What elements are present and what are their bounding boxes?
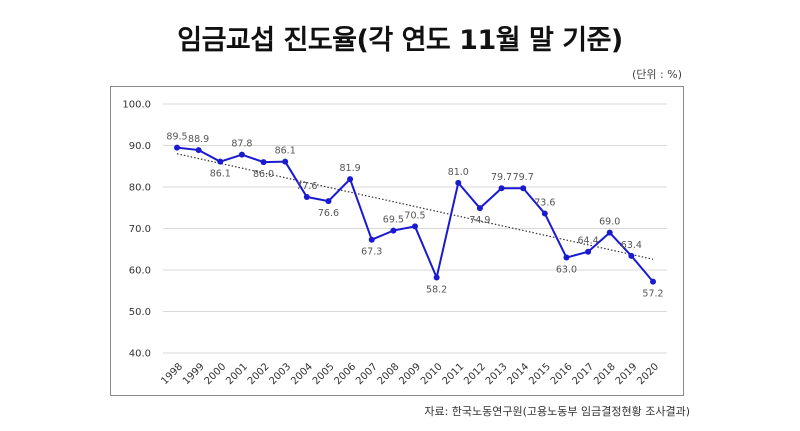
trendline	[176, 153, 654, 260]
data-label: 69.5	[383, 215, 404, 226]
x-tick-label: 2009	[397, 361, 423, 387]
data-point	[585, 248, 592, 255]
trendline-group	[176, 153, 654, 260]
x-tick-label: 2017	[570, 361, 596, 387]
data-point	[347, 176, 354, 183]
data-point	[325, 198, 332, 205]
data-point	[433, 274, 440, 281]
x-tick-label: 2020	[635, 361, 661, 387]
data-point	[498, 185, 505, 192]
data-label: 63.4	[621, 240, 642, 251]
data-point	[390, 227, 397, 234]
data-point	[650, 278, 656, 285]
data-label: 79.7	[513, 172, 534, 183]
y-tick-label: 100.0	[122, 100, 151, 111]
data-label: 73.6	[534, 198, 555, 209]
data-point	[628, 252, 635, 259]
x-tick-label: 2018	[592, 361, 618, 387]
data-label: 87.8	[231, 139, 252, 150]
data-label: 86.0	[253, 169, 274, 180]
data-label: 63.0	[556, 265, 577, 276]
x-tick-label: 2001	[224, 361, 250, 387]
x-tick-label: 1998	[159, 361, 185, 387]
y-tick-label: 80.0	[129, 183, 151, 194]
y-tick-label: 60.0	[129, 266, 151, 277]
x-axis-ticks: 1998199920002001200220032004200520062007…	[159, 361, 661, 387]
y-tick-label: 90.0	[129, 141, 151, 152]
gridlines	[163, 103, 667, 354]
series-group	[174, 144, 656, 285]
chart-title: 임금교섭 진도율(각 연도 11월 말 기준)	[177, 25, 623, 56]
data-point	[563, 254, 570, 261]
data-point	[238, 151, 245, 158]
data-label: 57.2	[642, 289, 663, 300]
chart-frame: 40.0 50.0 60.0 70.0 80.0 90.0 100.0 1998 1999 20…	[110, 86, 684, 396]
x-tick-label: 2002	[246, 361, 272, 387]
data-point	[541, 210, 548, 217]
data-point	[368, 236, 375, 243]
data-label: 74.9	[469, 215, 490, 226]
x-tick-label: 2013	[484, 361, 510, 387]
data-label: 86.1	[275, 146, 296, 157]
x-tick-label: 2014	[506, 361, 532, 387]
data-label: 76.6	[318, 208, 339, 219]
data-point	[412, 223, 418, 230]
x-tick-label: 2012	[462, 361, 488, 387]
data-point	[455, 179, 462, 186]
data-point	[174, 144, 180, 151]
data-point	[260, 159, 267, 166]
x-tick-label: 2019	[614, 361, 640, 387]
data-point	[476, 205, 483, 212]
data-label: 64.4	[578, 236, 599, 247]
x-tick-label: 2008	[376, 361, 402, 387]
data-point	[195, 147, 202, 154]
x-tick-label: 2005	[311, 361, 337, 387]
x-tick-label: 2006	[332, 361, 358, 387]
y-tick-label: 70.0	[129, 224, 151, 235]
data-label: 67.3	[361, 247, 382, 258]
x-tick-label: 2015	[527, 361, 553, 387]
y-tick-label: 50.0	[129, 307, 151, 318]
data-label: 88.9	[188, 134, 209, 145]
x-tick-label: 2011	[441, 361, 467, 387]
source-note: 자료: 한국노동연구원(고용노동부 임금결정현황 조사결과)	[424, 405, 690, 418]
data-label: 69.0	[599, 217, 620, 228]
data-label: 58.2	[426, 284, 447, 295]
data-label: 77.6	[296, 181, 317, 192]
data-labels: 89.5 88.9 86.1 87.8 86.0 86.1 77.6 76.6 81.9 67.3…	[166, 132, 663, 300]
x-tick-label: 2003	[268, 361, 294, 387]
data-point	[217, 158, 224, 165]
y-tick-label: 40.0	[129, 349, 151, 360]
unit-label: (단위 : %)	[632, 68, 682, 81]
data-label: 70.5	[404, 210, 425, 221]
data-label: 89.5	[166, 132, 187, 143]
data-label: 81.0	[448, 167, 469, 178]
y-axis-ticks: 40.0 50.0 60.0 70.0 80.0 90.0 100.0	[122, 100, 151, 360]
data-point	[282, 158, 289, 165]
x-tick-label: 2004	[289, 361, 315, 387]
x-tick-label: 2016	[549, 361, 575, 387]
data-point	[606, 229, 613, 236]
data-label: 81.9	[340, 163, 361, 174]
data-label: 86.1	[210, 169, 231, 180]
x-tick-label: 1999	[181, 361, 207, 387]
data-point	[520, 185, 527, 192]
x-tick-label: 2007	[354, 361, 380, 387]
x-tick-label: 2010	[419, 361, 445, 387]
data-label: 79.7	[491, 172, 512, 183]
x-tick-label: 2000	[203, 361, 229, 387]
data-point	[303, 193, 310, 200]
